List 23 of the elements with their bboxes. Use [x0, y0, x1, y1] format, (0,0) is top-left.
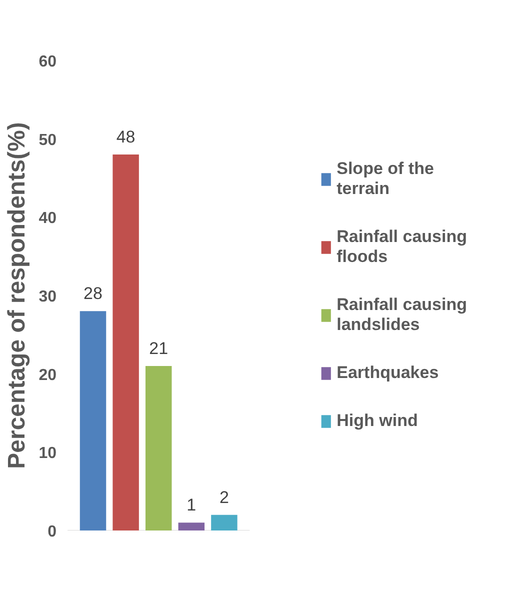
data-label: 21: [149, 339, 168, 358]
y-axis-title: Percentage of respondents(%): [4, 122, 31, 469]
legend-label: High wind: [336, 411, 418, 431]
legend-label: Rainfall causing floods: [336, 227, 467, 267]
y-tick-label: 40: [38, 210, 57, 228]
y-tick-label: 0: [48, 524, 57, 540]
y-tick-label: 60: [38, 54, 57, 70]
legend-label: Rainfall causing landslides: [336, 295, 467, 335]
y-tick-label: 20: [38, 366, 57, 384]
y-tick-label: 30: [38, 288, 57, 306]
legend-label: Earthquakes: [336, 363, 439, 383]
bar: [211, 514, 238, 530]
y-tick-label: 10: [38, 445, 57, 462]
data-label: 48: [116, 128, 136, 146]
data-label: 1: [186, 496, 196, 515]
bar: [112, 154, 139, 530]
bar: [178, 522, 205, 530]
data-label: 28: [84, 284, 102, 304]
data-label: 2: [219, 488, 229, 507]
legend-label: Slope of the terrain: [336, 159, 434, 199]
y-tick-label: 50: [38, 132, 57, 149]
bar: [145, 366, 172, 530]
bar: [80, 311, 106, 530]
